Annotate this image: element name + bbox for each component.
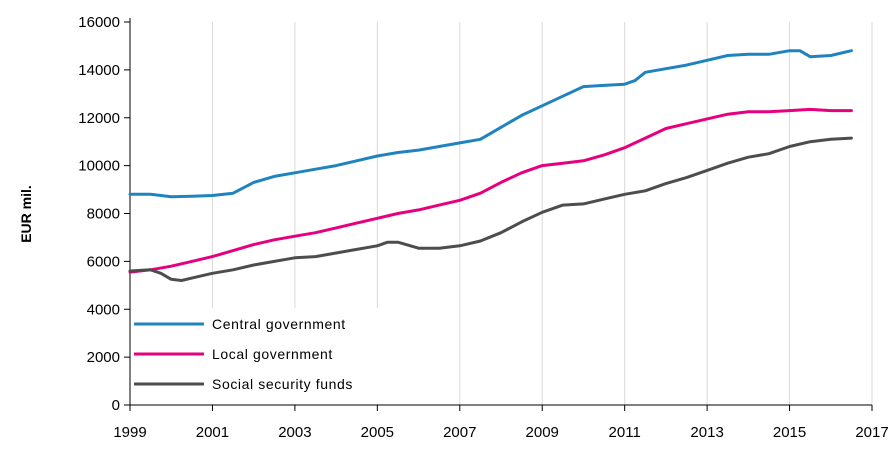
- x-tick-label-2005: 2005: [361, 424, 394, 441]
- y-tick-label-16000: 16000: [78, 14, 120, 31]
- x-tick-label-1999: 1999: [113, 424, 146, 441]
- x-tick-label-2015: 2015: [773, 424, 806, 441]
- axes: 0 2000 4000 6000 8000 10000 12000 14000 16000 199…: [78, 14, 888, 441]
- y-tick-label-8000: 8000: [87, 206, 120, 223]
- legend-label-local-government: Local government: [212, 346, 333, 362]
- series-line-social-security-funds: [128, 136, 853, 282]
- x-tick-label-2003: 2003: [278, 424, 311, 441]
- y-tick-label-0: 0: [112, 397, 120, 414]
- series-lines: [128, 49, 853, 282]
- x-tick-label-2007: 2007: [443, 424, 476, 441]
- y-axis-label: EUR mil.: [18, 185, 34, 243]
- x-tick-label-2001: 2001: [196, 424, 229, 441]
- x-tick-label-2017: 2017: [855, 424, 888, 441]
- x-tick-label-2009: 2009: [526, 424, 559, 441]
- y-tick-label-14000: 14000: [78, 62, 120, 79]
- series-line-local-government: [128, 107, 853, 274]
- y-tick-label-12000: 12000: [78, 110, 120, 127]
- y-tick-label-2000: 2000: [87, 349, 120, 366]
- x-tick-label-2011: 2011: [609, 424, 641, 441]
- series-line-central-government: [128, 49, 853, 199]
- legend-label-central-government: Central government: [212, 316, 346, 332]
- legend: Central government Local government Social…: [132, 308, 422, 404]
- y-tick-label-10000: 10000: [78, 158, 120, 175]
- y-tick-label-6000: 6000: [87, 253, 120, 270]
- x-tick-label-2013: 2013: [690, 424, 723, 441]
- legend-label-social-security-funds: Social security funds: [212, 376, 353, 392]
- y-tick-label-4000: 4000: [87, 301, 120, 318]
